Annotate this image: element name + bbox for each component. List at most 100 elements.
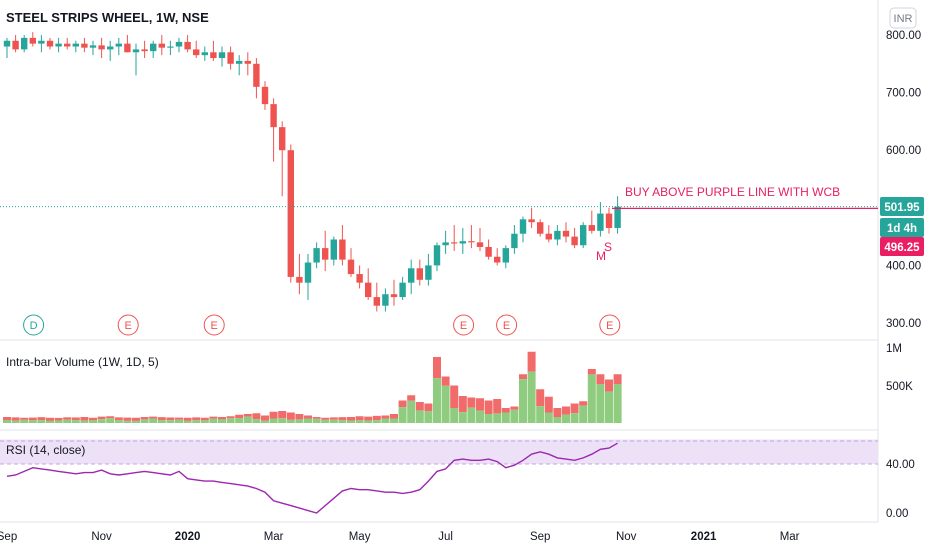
candle-body: [141, 49, 148, 52]
event-marker[interactable]: [23, 314, 45, 336]
volume-bar-down: [329, 417, 338, 420]
volume-bar-up: [149, 418, 158, 423]
volume-bar-up: [329, 419, 338, 423]
volume-bar-down: [467, 397, 476, 408]
event-marker-letter: E: [460, 320, 467, 332]
volume-bar-down: [321, 417, 330, 420]
volume-bar-down: [372, 415, 381, 421]
candle-body: [124, 43, 131, 53]
volume-bar-down: [132, 417, 140, 421]
candle-body: [614, 206, 621, 228]
volume-bar-down: [226, 416, 235, 419]
volume-bar-down: [114, 417, 123, 421]
volume-bar-down: [544, 396, 553, 413]
volume-bar-down: [286, 412, 295, 420]
candle-body: [347, 259, 355, 275]
volume-bar-down: [243, 414, 252, 417]
candle-body: [193, 49, 200, 56]
volume-bar-down: [218, 417, 226, 420]
volume-bar-up: [398, 407, 407, 423]
volume-bar-down: [476, 398, 484, 411]
volume-bar-up: [123, 420, 132, 423]
volume-bar-up: [390, 418, 398, 423]
volume-bar-down: [579, 401, 588, 406]
volume-bar-down: [450, 385, 459, 408]
volume-bar-up: [97, 419, 106, 423]
volume-bar-up: [433, 378, 441, 423]
time-axis-tick: 2021: [691, 531, 717, 543]
candle-body: [29, 37, 36, 44]
event-marker[interactable]: [203, 314, 225, 336]
volume-bar-up: [37, 420, 46, 423]
candle-body: [115, 43, 122, 47]
time-axis-tick: May: [349, 531, 371, 543]
volume-bar-up: [166, 420, 175, 423]
event-marker-letter: E: [125, 320, 132, 332]
candle-body: [107, 46, 114, 50]
volume-bar-down: [613, 374, 622, 384]
volume-bar-down: [123, 417, 132, 421]
volume-bar-up: [596, 384, 605, 423]
volume-bar-down: [493, 399, 502, 414]
event-marker[interactable]: [599, 314, 621, 336]
volume-bar-up: [295, 419, 304, 423]
volume-bar-up: [218, 419, 226, 423]
time-axis-tick: Nov: [616, 531, 637, 543]
event-marker[interactable]: [496, 314, 518, 336]
volume-bar-up: [372, 420, 381, 423]
volume-bar-up: [321, 419, 330, 423]
candle-body: [296, 276, 303, 283]
event-marker-letter: D: [30, 320, 38, 332]
volume-bar-up: [269, 418, 278, 423]
candle-body: [442, 242, 449, 246]
volume-bar-down: [364, 416, 373, 421]
volume-bar-up: [493, 413, 502, 423]
volume-bar-down: [553, 408, 562, 417]
time-axis-tick: Sep: [530, 531, 550, 543]
volume-axis-tick: 500K: [886, 381, 913, 393]
volume-bar-up: [536, 406, 545, 423]
volume-bar-up: [46, 420, 54, 423]
volume-bar-up: [20, 419, 29, 423]
volume-bar-down: [381, 415, 390, 419]
volume-bar-down: [269, 411, 278, 419]
candle-body: [279, 127, 286, 151]
volume-bar-up: [11, 420, 20, 423]
rsi-panel-title: RSI (14, close): [6, 443, 85, 457]
chart-title: STEEL STRIPS WHEEL, 1W, NSE: [6, 10, 209, 25]
currency-box[interactable]: [889, 7, 917, 29]
volume-bar-down: [407, 395, 416, 401]
event-marker-letter: E: [606, 320, 613, 332]
volume-bar-up: [106, 418, 115, 423]
candle-body: [537, 222, 544, 234]
candle-body: [184, 41, 191, 50]
volume-bar-up: [304, 418, 312, 423]
candle-body: [399, 282, 406, 298]
volume-bar-down: [71, 417, 80, 421]
price-series: [3, 32, 621, 312]
volume-bar-down: [587, 369, 596, 375]
candle-body: [519, 219, 527, 234]
candle-body: [150, 43, 157, 52]
volume-bar-down: [605, 379, 613, 392]
price-axis-tick: 300.00: [886, 318, 921, 330]
volume-bar-down: [175, 417, 183, 420]
candle-body: [571, 236, 578, 246]
volume-bar-up: [424, 411, 433, 423]
volume-bar-down: [510, 406, 519, 410]
last-price-badge: [880, 197, 924, 216]
volume-bar-down: [261, 415, 269, 421]
volume-bar-down: [20, 417, 29, 420]
event-marker[interactable]: [453, 314, 475, 336]
candle-body: [511, 233, 518, 249]
volume-bar-down: [209, 416, 218, 419]
candle-body: [528, 219, 535, 223]
volume-bar-down: [149, 416, 158, 419]
event-marker[interactable]: [117, 314, 139, 336]
volume-series: [3, 351, 622, 423]
volume-bar-up: [278, 418, 287, 423]
volume-bar-up: [476, 410, 484, 423]
candle-body: [261, 86, 269, 105]
volume-bar-down: [89, 417, 97, 421]
